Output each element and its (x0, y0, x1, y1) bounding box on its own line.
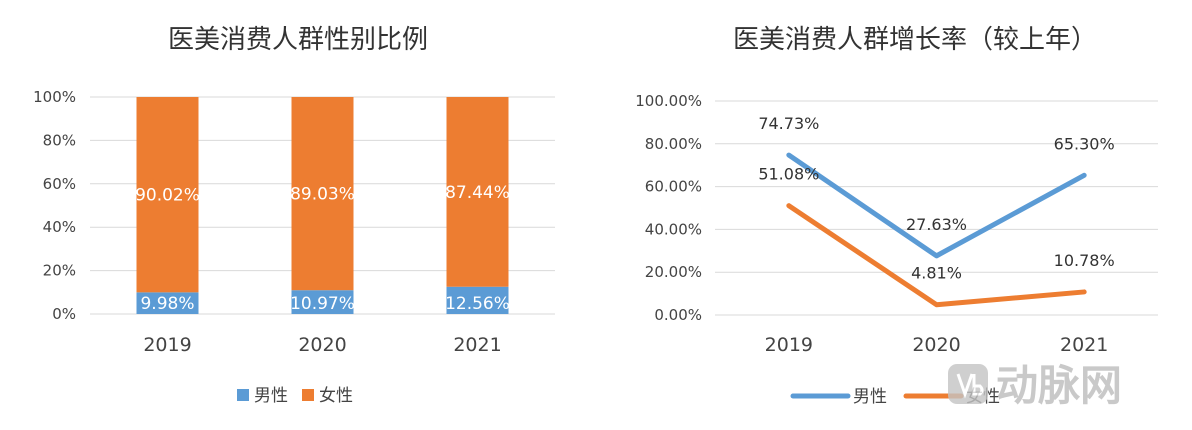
y-axis-ticks: 0.00% 20.00% 40.00% 60.00% 80.00% 100.00% (635, 92, 702, 324)
data-label: 89.03% (290, 185, 355, 205)
series-lines (786, 152, 1087, 308)
data-label: 12.56% (445, 294, 510, 314)
data-label: 65.30% (1054, 134, 1115, 153)
x-axis-ticks: 2019 2020 2021 (765, 334, 1109, 356)
x-tick-label: 2019 (143, 334, 191, 356)
growth-rate-chart: 医美消费人群增长率（较上年） 0.00% 20.00% 40.00% 60.00% 80… (635, 25, 1158, 407)
y-tick-label: 40.00% (645, 220, 702, 238)
y-tick-label: 40% (43, 218, 76, 236)
bar-segment (136, 292, 199, 314)
y-tick-label: 20.00% (645, 263, 702, 281)
gridlines (715, 100, 1158, 316)
series-line (786, 152, 1087, 259)
chart-title: 医美消费人群性别比例 (168, 25, 428, 55)
data-label: 74.73% (758, 114, 819, 133)
x-tick-label: 2020 (912, 334, 960, 356)
y-axis-ticks: 0% 20% 40% 60% 80% 100% (33, 88, 76, 323)
data-label: 9.98% (140, 294, 194, 314)
data-label: 10.97% (290, 294, 355, 314)
x-tick-label: 2021 (453, 334, 501, 356)
y-tick-label: 0% (52, 305, 76, 323)
y-tick-label: 100% (33, 88, 76, 106)
legend: 男性 女性 (237, 386, 353, 406)
x-tick-label: 2019 (765, 334, 813, 356)
gender-ratio-chart: 医美消费人群性别比例 0% 20% 40% 60% 80% 100% 9.98% 90.02… (33, 25, 555, 406)
y-tick-label: 0.00% (654, 306, 702, 324)
bar-segment (446, 97, 509, 287)
bar-segment (136, 97, 199, 293)
data-label: 10.78% (1054, 251, 1115, 270)
y-tick-label: 60% (43, 175, 76, 193)
watermark-text: 动脉网 (996, 361, 1122, 410)
y-tick-label: 80.00% (645, 135, 702, 153)
legend-label: 男性 (853, 387, 887, 407)
x-tick-label: 2020 (298, 334, 346, 356)
data-label: 27.63% (906, 215, 967, 234)
watermark: 动脉网 (948, 361, 1122, 410)
legend-swatch (237, 389, 249, 401)
legend-label: 男性 (254, 386, 288, 406)
vb-logo-glyph (956, 373, 984, 399)
bars: 9.98% 90.02% 10.97% 89.03% 12.56% 87.44% (135, 97, 510, 314)
data-label: 4.81% (911, 264, 962, 283)
data-label: 51.08% (758, 165, 819, 184)
bar-segment (446, 286, 509, 314)
y-tick-label: 60.00% (645, 178, 702, 196)
series-line (786, 203, 1087, 308)
legend-label: 女性 (319, 386, 353, 406)
bar-segment (291, 97, 354, 291)
y-tick-label: 80% (43, 131, 76, 149)
data-labels: 74.73% 27.63% 65.30% 51.08% 4.81% 10.78% (758, 114, 1114, 283)
y-tick-label: 20% (43, 262, 76, 280)
bar-segment (291, 290, 354, 314)
x-tick-label: 2021 (1060, 334, 1108, 356)
y-tick-label: 100.00% (635, 92, 702, 110)
legend-swatch (302, 389, 314, 401)
data-label: 87.44% (445, 183, 510, 203)
data-label: 90.02% (135, 186, 200, 206)
x-axis-ticks: 2019 2020 2021 (143, 334, 501, 356)
chart-title: 医美消费人群增长率（较上年） (733, 25, 1097, 55)
